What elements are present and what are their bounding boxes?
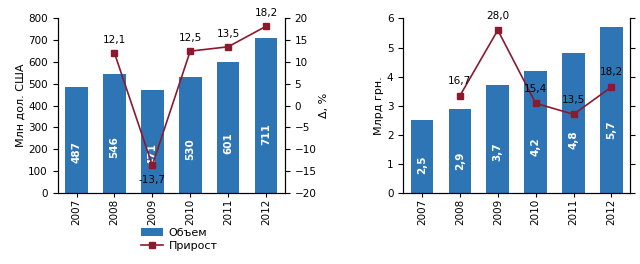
Text: 12,1: 12,1 bbox=[103, 35, 126, 45]
Text: 16,7: 16,7 bbox=[448, 76, 472, 86]
Text: 13,5: 13,5 bbox=[216, 29, 240, 39]
Text: 4,2: 4,2 bbox=[531, 137, 541, 156]
Y-axis label: Млрд грн.: Млрд грн. bbox=[374, 76, 384, 135]
Text: 18,2: 18,2 bbox=[600, 67, 623, 77]
Bar bbox=[486, 85, 509, 193]
Text: 28,0: 28,0 bbox=[486, 11, 509, 21]
Text: 487: 487 bbox=[72, 142, 81, 163]
Text: 546: 546 bbox=[109, 136, 120, 158]
Bar bbox=[217, 62, 239, 193]
Legend: Объем, Прирост: Объем, Прирост bbox=[136, 223, 222, 256]
Text: 2,5: 2,5 bbox=[417, 156, 427, 175]
Text: 601: 601 bbox=[223, 132, 233, 154]
Text: 2,9: 2,9 bbox=[455, 152, 465, 170]
Bar bbox=[255, 38, 277, 193]
Text: 711: 711 bbox=[261, 123, 271, 145]
Text: 15,4: 15,4 bbox=[524, 84, 547, 94]
Text: 471: 471 bbox=[147, 143, 157, 165]
Bar bbox=[179, 77, 202, 193]
Bar bbox=[141, 90, 164, 193]
Bar bbox=[65, 87, 88, 193]
Text: 13,5: 13,5 bbox=[562, 95, 585, 105]
Text: 18,2: 18,2 bbox=[254, 8, 278, 18]
Y-axis label: Млн дол. США: Млн дол. США bbox=[15, 64, 26, 147]
Text: 3,7: 3,7 bbox=[493, 143, 503, 161]
Bar bbox=[103, 74, 126, 193]
Bar bbox=[411, 120, 433, 193]
Text: 12,5: 12,5 bbox=[179, 33, 202, 43]
Bar bbox=[600, 27, 623, 193]
Text: 5,7: 5,7 bbox=[607, 120, 616, 139]
Text: 530: 530 bbox=[185, 138, 195, 160]
Bar bbox=[449, 109, 471, 193]
Y-axis label: Δ, %: Δ, % bbox=[319, 93, 330, 118]
Text: 4,8: 4,8 bbox=[568, 130, 579, 149]
Bar bbox=[524, 71, 547, 193]
Bar bbox=[562, 53, 585, 193]
Text: -13,7: -13,7 bbox=[139, 175, 166, 185]
